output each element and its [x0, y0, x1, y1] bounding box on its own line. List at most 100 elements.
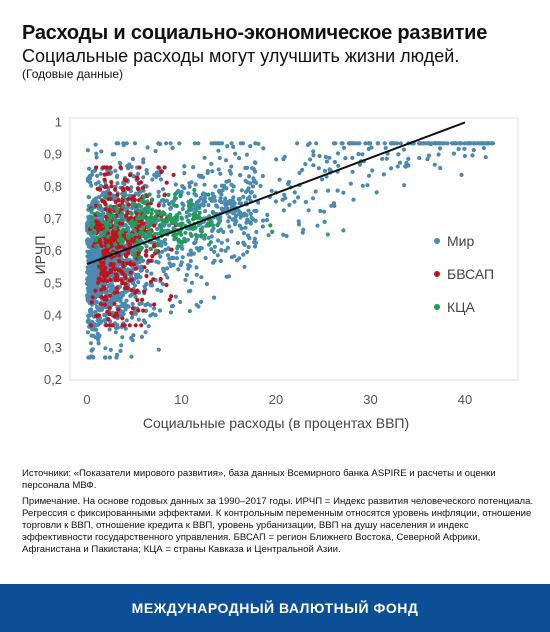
- scatter-point-mecap: [141, 289, 147, 294]
- scatter-point-world: [112, 152, 117, 157]
- scatter-point-world: [87, 174, 92, 179]
- scatter-point-world: [224, 158, 229, 163]
- scatter-point-cca: [179, 215, 184, 220]
- scatter-point-world: [217, 188, 222, 193]
- scatter-point-world: [186, 266, 191, 271]
- scatter-point-mecap: [94, 165, 99, 170]
- scatter-point-world: [132, 141, 138, 146]
- scatter-point-mecap: [152, 223, 157, 228]
- scatter-point-world: [351, 141, 356, 146]
- scatter-point-world: [221, 229, 226, 235]
- chart-legend: Мир БВСАП КЦА: [434, 233, 494, 315]
- scatter-point-world: [113, 330, 118, 335]
- scatter-point-mecap: [115, 192, 120, 197]
- scatter-point-world: [129, 354, 134, 359]
- scatter-point-world: [417, 141, 422, 146]
- scatter-point-cca: [131, 204, 136, 209]
- y-tick-label: 0,2: [44, 372, 62, 387]
- scatter-point-world: [159, 243, 164, 248]
- scatter-point-cca: [166, 192, 171, 197]
- scatter-point-world: [106, 257, 111, 262]
- scatter-point-mecap: [141, 185, 146, 190]
- scatter-point-world: [196, 141, 201, 146]
- scatter-point-mecap: [150, 254, 155, 259]
- scatter-point-mecap: [118, 268, 123, 273]
- scatter-point-world: [96, 337, 101, 342]
- scatter-point-world: [118, 348, 123, 353]
- scatter-point-world: [350, 155, 355, 160]
- scatter-point-world: [355, 141, 360, 146]
- scatter-point-world: [170, 303, 176, 309]
- scatter-point-world: [417, 155, 422, 161]
- scatter-point-cca: [118, 230, 123, 235]
- scatter-point-mecap: [130, 306, 135, 311]
- scatter-point-cca: [143, 206, 148, 211]
- scatter-point-world: [403, 164, 408, 169]
- x-tick-label: 40: [458, 392, 472, 407]
- scatter-point-mecap: [108, 268, 113, 273]
- scatter-point-mecap: [102, 286, 107, 291]
- scatter-point-world: [176, 267, 181, 272]
- scatter-point-world: [274, 157, 279, 162]
- scatter-point-world: [188, 258, 193, 264]
- scatter-point-world: [367, 141, 372, 146]
- scatter-point-world: [248, 211, 253, 217]
- scatter-point-cca: [198, 216, 203, 221]
- scatter-point-world: [109, 298, 114, 303]
- scatter-point-mecap: [105, 271, 110, 276]
- scatter-point-world: [318, 208, 323, 214]
- scatter-point-cca: [124, 227, 129, 232]
- x-tick-label: 30: [363, 392, 377, 407]
- scatter-point-world: [225, 201, 230, 206]
- scatter-point-world: [281, 157, 286, 162]
- scatter-point-world: [406, 156, 411, 161]
- scatter-point-mecap: [95, 222, 100, 227]
- scatter-point-world: [133, 294, 138, 300]
- scatter-point-world: [350, 169, 355, 174]
- scatter-point-world: [249, 190, 254, 195]
- scatter-point-world: [114, 355, 119, 360]
- scatter-point-cca: [105, 234, 110, 239]
- scatter-point-world: [178, 299, 183, 305]
- scatter-point-world: [85, 294, 90, 299]
- scatter-point-world: [113, 168, 118, 173]
- scatter-point-world: [316, 166, 321, 171]
- scatter-point-cca: [119, 217, 124, 222]
- scatter-point-world: [173, 182, 178, 187]
- x-tick-label: 10: [174, 392, 188, 407]
- scatter-point-mecap: [113, 187, 118, 192]
- scatter-point-world: [204, 281, 210, 287]
- scatter-point-world: [198, 174, 203, 179]
- scatter-point-cca: [159, 224, 164, 229]
- scatter-point-world: [96, 341, 101, 346]
- scatter-point-world: [363, 141, 368, 146]
- scatter-point-mecap: [137, 165, 142, 170]
- scatter-point-world: [203, 209, 208, 214]
- scatter-point-cca: [159, 217, 164, 222]
- scatter-point-world: [139, 267, 145, 273]
- scatter-point-cca: [138, 247, 143, 252]
- scatter-point-mecap: [142, 265, 147, 270]
- scatter-point-cca: [121, 194, 126, 199]
- scatter-point-world: [144, 168, 149, 173]
- scatter-point-world: [243, 225, 248, 230]
- scatter-point-world: [141, 157, 146, 162]
- scatter-point-cca: [132, 228, 137, 233]
- scatter-point-world: [281, 232, 286, 237]
- scatter-point-world: [425, 157, 430, 162]
- scatter-point-world: [142, 284, 147, 289]
- scatter-point-mecap: [112, 290, 117, 295]
- scatter-point-mecap: [120, 281, 125, 286]
- scatter-point-world: [91, 256, 96, 261]
- scatter-point-world: [223, 206, 228, 211]
- scatter-point-world: [198, 196, 203, 201]
- scatter-point-world: [144, 269, 150, 274]
- scatter-point-cca: [135, 238, 140, 243]
- scatter-point-cca: [149, 211, 154, 216]
- scatter-point-world: [247, 195, 252, 200]
- scatter-point-mecap: [114, 285, 119, 291]
- scatter-point-world: [360, 183, 365, 188]
- scatter-point-cca: [113, 226, 118, 231]
- scatter-point-world: [239, 226, 244, 231]
- scatter-point-world: [96, 322, 101, 327]
